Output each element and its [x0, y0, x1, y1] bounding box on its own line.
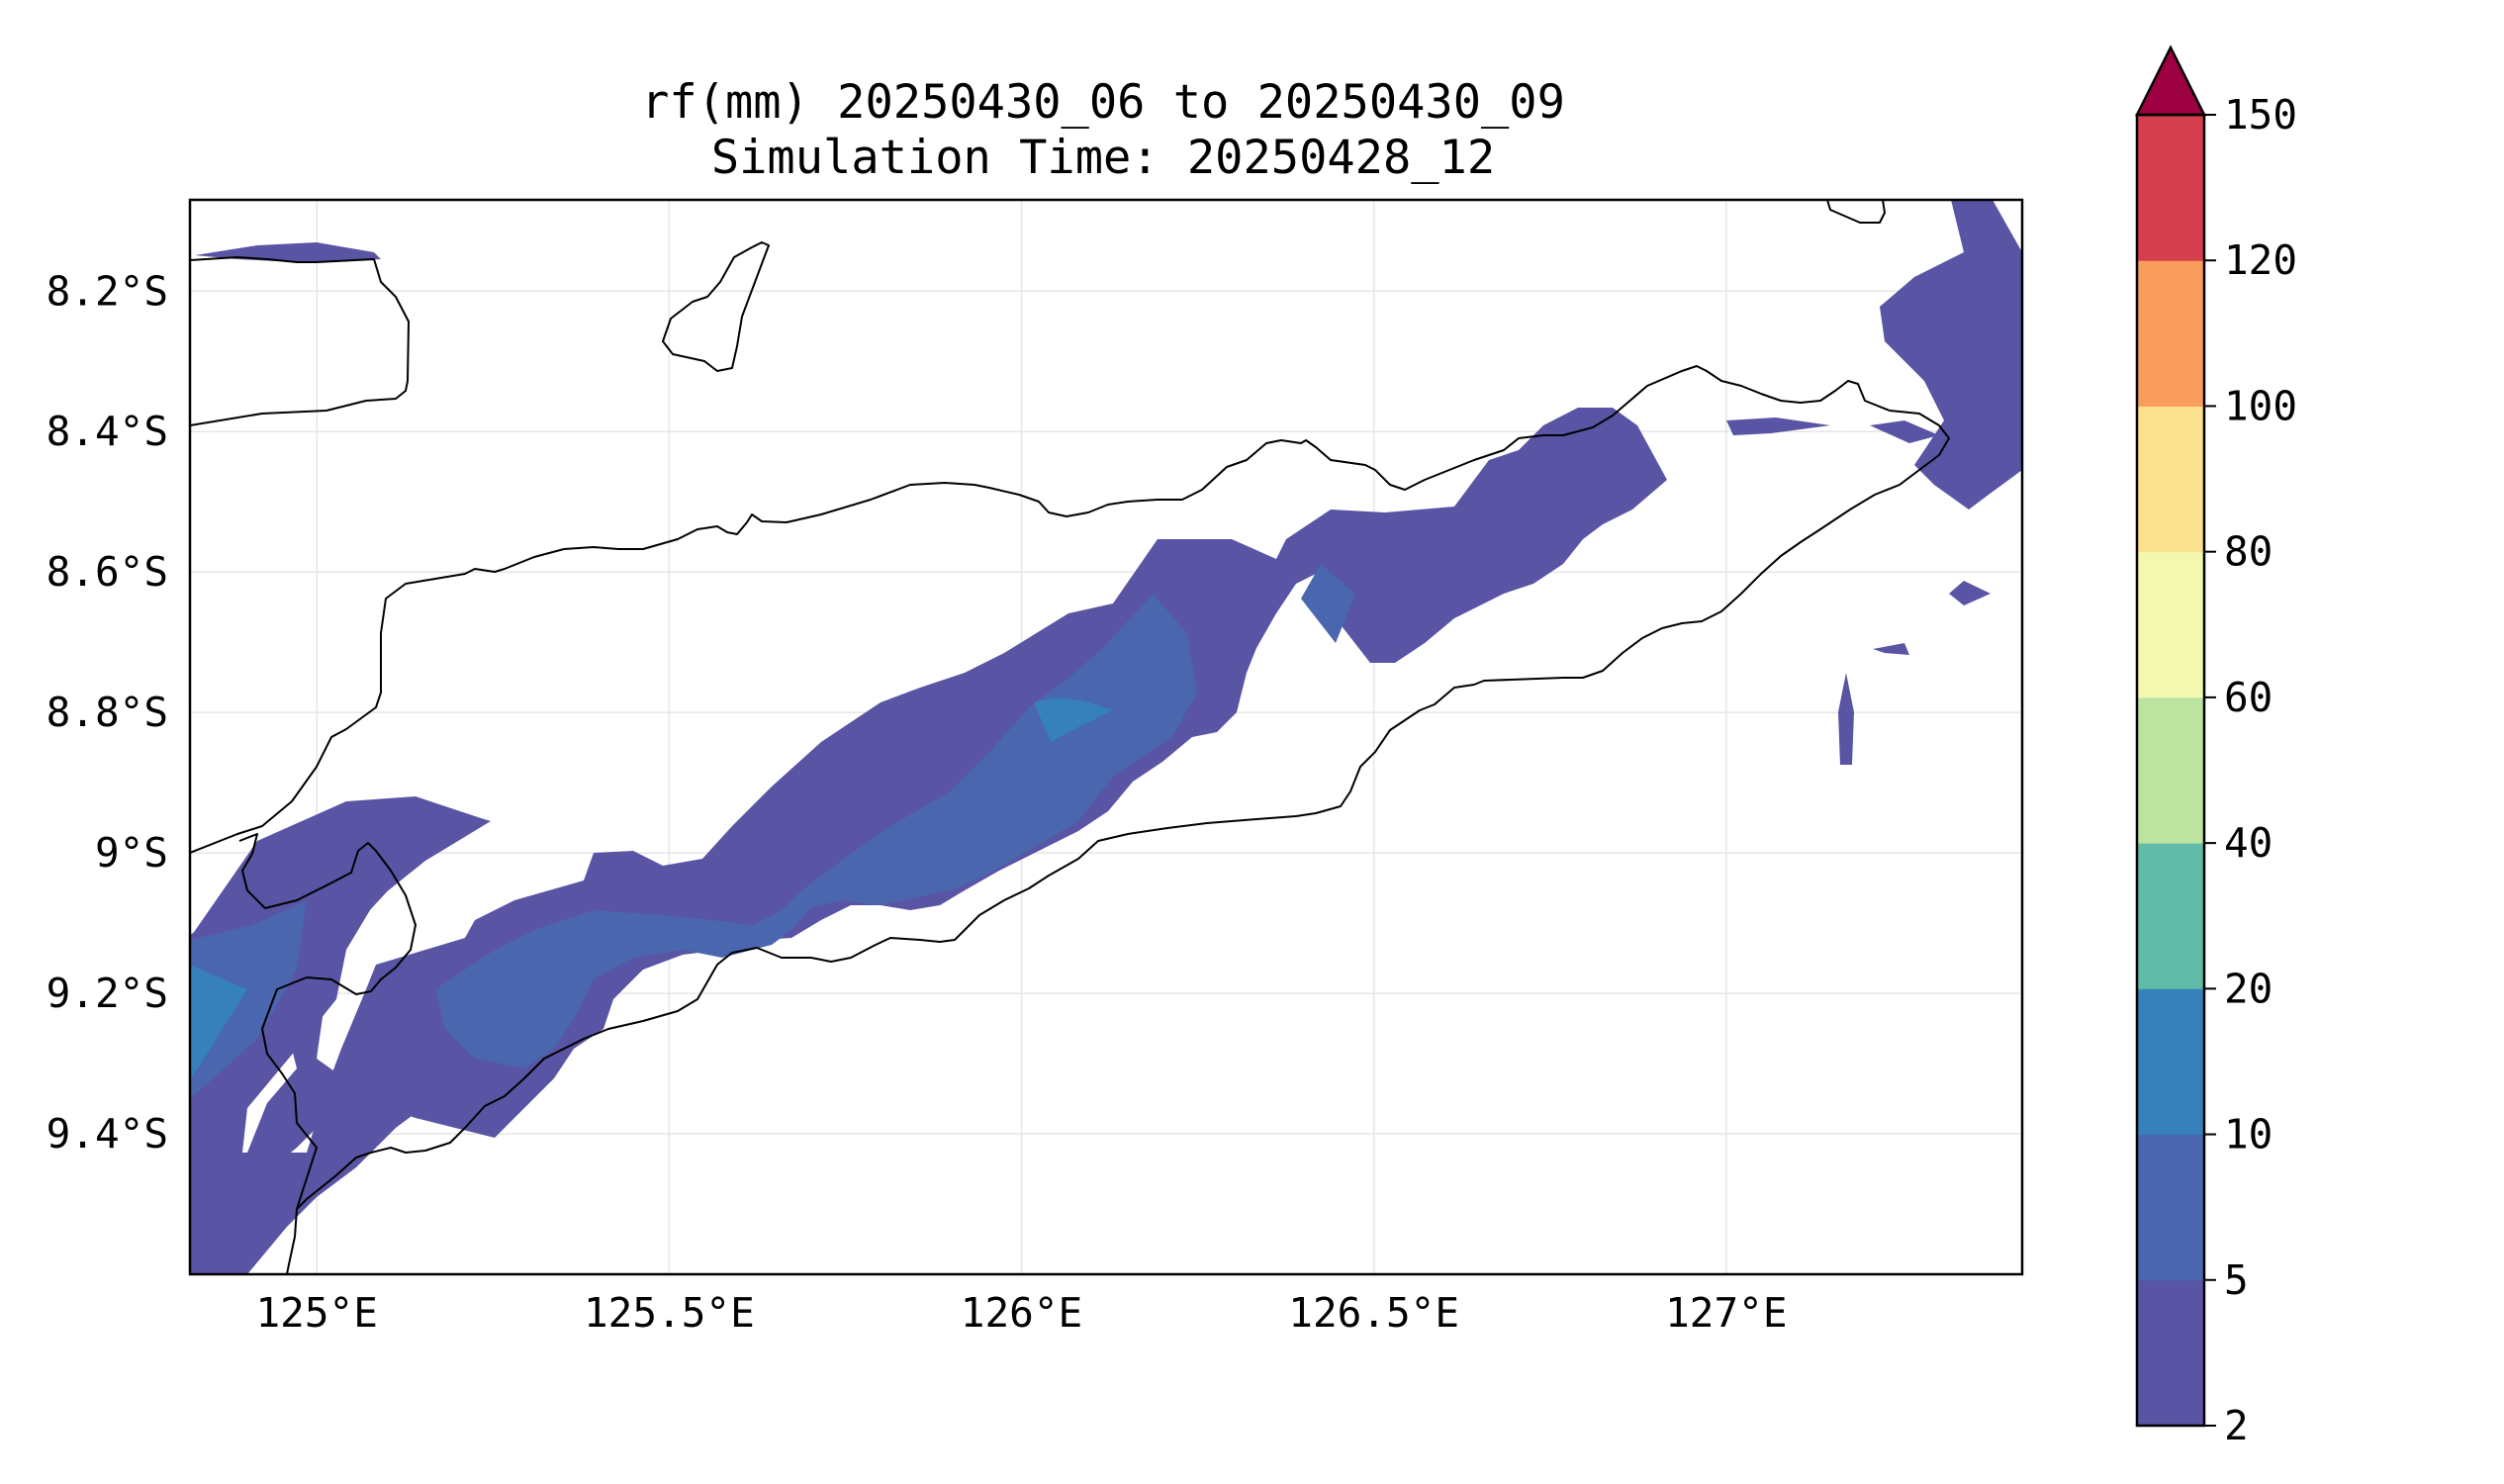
rain-blob-top-left [195, 242, 381, 262]
colorbar-swatch [2137, 1279, 2204, 1427]
rain-blob-small2 [1873, 643, 1909, 655]
colorbar-tick-label: 120 [2224, 236, 2297, 284]
rain-area-top-right [1880, 200, 2022, 510]
colorbar-tick-label: 80 [2224, 528, 2272, 576]
colorbar-tick-label: 40 [2224, 819, 2272, 867]
rain-blob-small3 [1838, 673, 1854, 765]
colorbar-swatch [2137, 260, 2204, 407]
colorbar-extend-triangle [2134, 45, 2207, 117]
colorbar-swatch [2137, 115, 2204, 261]
coastline-timor-south [238, 833, 417, 1210]
colorbar-frame [2135, 113, 2206, 1428]
rain-band-5-10 [190, 564, 1355, 1098]
y-tick-label: 8.4°S [46, 408, 168, 455]
x-tick-label: 127°E [1665, 1289, 1787, 1337]
x-tick-label: 125.5°E [584, 1289, 755, 1337]
coastline-north-timor [190, 256, 410, 426]
colorbar-swatch [2137, 1134, 2204, 1281]
colorbar-tick-label: 150 [2224, 91, 2297, 139]
colorbar-tick-label: 5 [2224, 1256, 2249, 1304]
colorbar-swatch [2137, 406, 2204, 553]
rainfall-contours [190, 200, 2022, 1274]
colorbar-tick-label: 20 [2224, 965, 2272, 1012]
y-tick-label: 9.2°S [46, 970, 168, 1017]
rain-blob-lake [1726, 417, 1830, 435]
coastline-timor-north [190, 365, 1950, 1274]
map-title-line2: Simulation Time: 20250428_12 [710, 131, 1496, 185]
x-axis: 125°E 125.5°E 126°E 126.5°E 127°E [256, 1289, 1788, 1337]
colorbar-swatch [2137, 551, 2204, 698]
coastline-top-right [1826, 200, 1886, 224]
y-tick-label: 8.2°S [46, 267, 168, 315]
rain-blob-small1 [1949, 581, 1991, 605]
colorbar-tick-label: 10 [2224, 1111, 2272, 1159]
y-tick-label: 9°S [95, 829, 168, 877]
x-tick-label: 125°E [256, 1289, 378, 1337]
y-tick-label: 8.6°S [46, 548, 168, 596]
colorbar-swatch [2137, 696, 2204, 844]
colorbar-swatch [2137, 843, 2204, 989]
coastline-atauro [662, 241, 770, 372]
x-tick-label: 126°E [961, 1289, 1082, 1337]
y-tick-label: 9.4°S [46, 1110, 168, 1158]
colorbar-swatch [2137, 988, 2204, 1136]
coastlines [190, 200, 1950, 1274]
map-frame [188, 198, 2024, 1276]
y-axis: 8.2°S 8.4°S 8.6°S 8.8°S 9°S 9.2°S 9.4°S [46, 267, 168, 1158]
colorbar: 2 5 10 20 40 60 80 100 120 150 [2134, 45, 2297, 1449]
colorbar-tick-label: 60 [2224, 674, 2272, 721]
colorbar-tick-label: 2 [2224, 1402, 2249, 1449]
colorbar-tick-label: 100 [2224, 382, 2297, 429]
map-title-line1: rf(mm) 20250430_06 to 20250430_09 [641, 75, 1565, 130]
x-tick-label: 126.5°E [1288, 1289, 1459, 1337]
y-tick-label: 8.8°S [46, 689, 168, 736]
rain-blob-upper-mid [1870, 420, 1939, 443]
